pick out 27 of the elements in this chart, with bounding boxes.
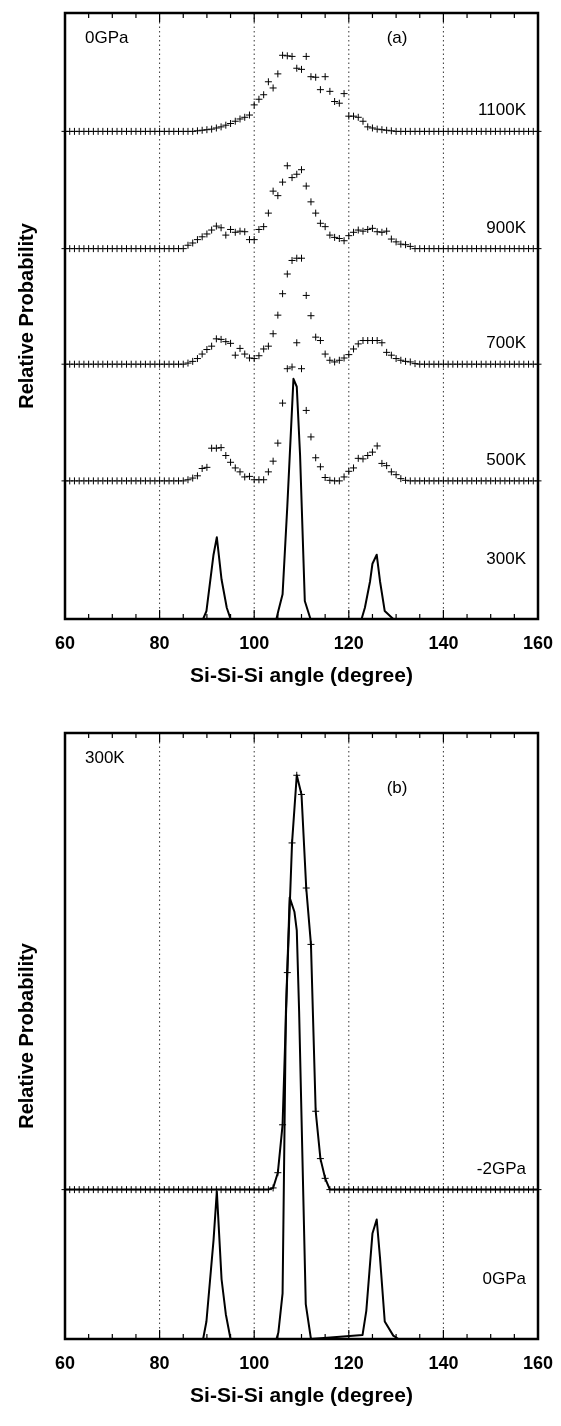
text: (a) [386, 28, 408, 47]
series-label: 500K [486, 449, 527, 469]
text: 300K [486, 549, 527, 568]
x-tick-label: 160 [522, 1353, 554, 1373]
y-axis-title: Relative Probability [15, 222, 37, 409]
x-tick-label: 120 [333, 633, 364, 653]
x-tick-label: 60 [54, 633, 76, 653]
text: 0GPa [482, 1269, 527, 1288]
y-axis-title: Relative Probability [15, 942, 37, 1129]
x-tick-label: 160 [522, 633, 554, 653]
series-label: 700K [486, 333, 527, 353]
x-axis-title: Si-Si-Si angle (degree) [190, 1383, 413, 1406]
text: 300K [85, 748, 126, 767]
series-label: 900K [486, 217, 527, 237]
x-tick-label: 60 [54, 1353, 76, 1373]
x-tick-label: 100 [239, 633, 270, 653]
series-label: 1100K [478, 100, 527, 120]
x-tick-label: 140 [428, 633, 459, 653]
series-label: -2GPa [476, 1158, 527, 1178]
x-tick-label: 80 [149, 1353, 170, 1373]
text: 0GPa [85, 28, 130, 47]
annotation: (b) [386, 778, 408, 797]
x-tick-label: 140 [428, 1353, 459, 1373]
x-axis-title: Si-Si-Si angle (degree) [190, 663, 413, 686]
x-tick-label: 100 [239, 1353, 270, 1373]
x-tick-label: 80 [149, 633, 170, 653]
x-tick-label: 120 [333, 1353, 364, 1373]
